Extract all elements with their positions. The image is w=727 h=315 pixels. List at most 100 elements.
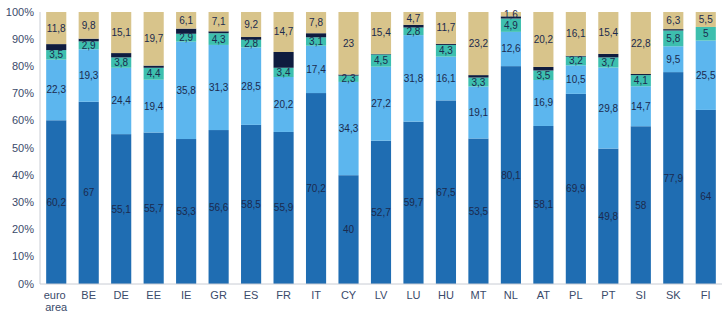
data-label: 3,1 — [309, 36, 323, 47]
data-label: 2,3 — [342, 73, 356, 84]
bar-segment — [209, 33, 229, 45]
x-tick-label: NL — [504, 289, 518, 301]
bar-segment — [663, 12, 683, 29]
bar-segment — [696, 12, 716, 27]
y-tick-label: 30% — [12, 196, 34, 208]
data-label: 2,9 — [179, 32, 193, 43]
data-label: 15,4 — [371, 27, 391, 38]
data-label: 7,1 — [212, 16, 226, 27]
data-label: 53,3 — [176, 206, 196, 217]
bar-segment — [306, 93, 326, 284]
bar-segment — [306, 12, 326, 33]
y-tick-label: 0% — [18, 278, 34, 290]
data-label: 4,3 — [439, 45, 453, 56]
x-tick-label: GR — [210, 289, 227, 301]
bar-segment — [46, 60, 66, 121]
data-label: 3,4 — [277, 67, 291, 78]
bar-segment — [338, 175, 358, 284]
x-tick-label: euro area — [44, 289, 69, 313]
bar-segment — [533, 80, 553, 126]
bar-segment — [371, 12, 391, 54]
x-tick-label: IE — [181, 289, 191, 301]
data-label: 20,2 — [534, 34, 554, 45]
data-label: 3,5 — [49, 49, 63, 60]
y-tick-label: 50% — [12, 142, 34, 154]
bar-segment — [111, 57, 131, 67]
data-label: 3,7 — [601, 57, 615, 68]
bar-segment — [306, 46, 326, 93]
data-label: 60,2 — [47, 197, 67, 208]
data-label: 53,5 — [469, 206, 489, 217]
data-label: 70,2 — [306, 183, 326, 194]
bar-segment — [111, 68, 131, 134]
bar-segment — [696, 27, 716, 41]
data-label: 31,8 — [404, 73, 424, 84]
bar-segment — [501, 66, 521, 284]
bar-segment — [209, 130, 229, 284]
x-tick-label: CY — [341, 289, 357, 301]
bar-segment — [371, 67, 391, 141]
data-label: 3,8 — [114, 57, 128, 68]
x-tick-label: PT — [601, 289, 615, 301]
data-label: 11,8 — [47, 23, 66, 34]
y-axis-line — [40, 12, 41, 284]
bar-segment — [663, 30, 683, 46]
data-label: 59,7 — [404, 197, 424, 208]
data-label: 5 — [703, 28, 709, 39]
bar-segment — [371, 141, 391, 284]
data-label: 31,3 — [209, 82, 229, 93]
y-tick-label: 10% — [12, 250, 34, 262]
bar-segment — [663, 29, 683, 30]
data-label: 69,9 — [566, 183, 586, 194]
y-tick-label: 60% — [12, 114, 34, 126]
data-label: 6,1 — [179, 15, 193, 26]
bar-segment — [338, 82, 358, 175]
data-label: 2,8 — [244, 38, 258, 49]
bar-segment — [338, 12, 358, 75]
bar-segment — [631, 86, 651, 126]
bar-segment — [79, 49, 99, 101]
bar-segment — [274, 12, 294, 52]
bar-segment — [79, 102, 99, 284]
y-tick-label: 40% — [12, 169, 34, 181]
data-label: 9,8 — [82, 20, 96, 31]
bar-segment — [436, 12, 456, 44]
bar-segment — [696, 41, 716, 110]
x-tick-label: FI — [701, 289, 711, 301]
data-label: 2,8 — [407, 26, 421, 37]
data-label: 14,7 — [631, 101, 651, 112]
data-label: 4,4 — [147, 68, 161, 79]
bar-segment — [598, 57, 618, 67]
bar-segment — [631, 75, 651, 86]
x-tick-label: SI — [636, 289, 646, 301]
bar-segment — [176, 12, 196, 29]
data-label: 56,6 — [209, 202, 229, 213]
data-label: 5,8 — [666, 33, 680, 44]
bar-segment — [403, 122, 423, 284]
data-label: 14,7 — [274, 26, 294, 37]
data-label: 6,3 — [666, 15, 680, 26]
bar-segment — [598, 149, 618, 284]
x-tick-label: LV — [375, 289, 388, 301]
data-label: 4,3 — [212, 34, 226, 45]
bar-segment — [631, 12, 651, 74]
data-label: 12,6 — [501, 43, 521, 54]
data-label: 17,4 — [306, 64, 326, 75]
data-label: 4,5 — [374, 55, 388, 66]
x-tick-label: LU — [406, 289, 420, 301]
x-axis-line — [40, 284, 722, 285]
bar-segment — [436, 57, 456, 101]
y-tick-label: 80% — [12, 60, 34, 72]
data-label: 19,7 — [144, 33, 164, 44]
data-label: 5,5 — [699, 14, 713, 25]
data-label: 22,3 — [47, 84, 67, 95]
bar-segment — [144, 80, 164, 133]
data-label: 25,5 — [696, 70, 716, 81]
x-tick-label: IT — [311, 289, 321, 301]
bar-segment — [631, 126, 651, 284]
data-label: 64 — [700, 191, 712, 202]
data-label: 4,7 — [407, 13, 421, 24]
data-label: 7,8 — [309, 17, 323, 28]
x-tick-label: BE — [81, 289, 96, 301]
x-tick-label: PL — [569, 289, 582, 301]
